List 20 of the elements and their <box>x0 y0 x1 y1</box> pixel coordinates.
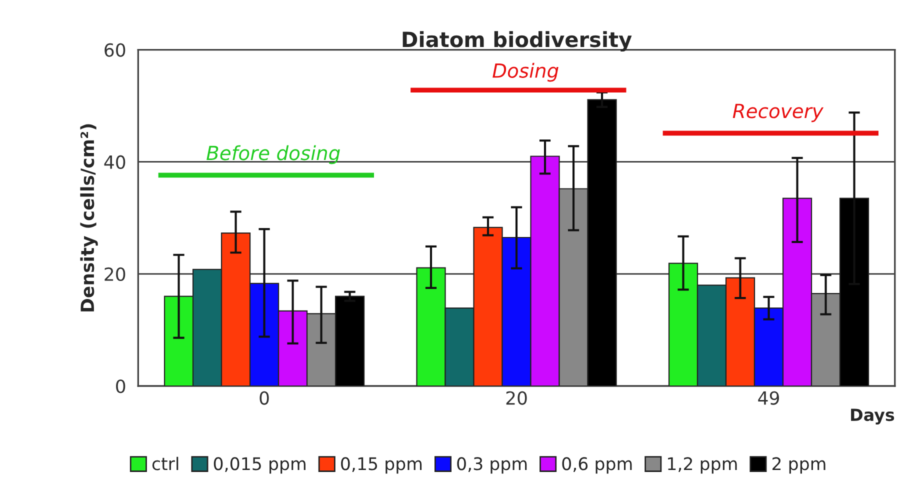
y-tick-label: 20 <box>104 267 126 282</box>
y-axis-title: Density (cells/cm²) <box>80 124 98 312</box>
chart-title: Diatom biodiversity <box>402 31 632 52</box>
legend-label: ctrl <box>152 456 178 470</box>
x-tick-label: 49 <box>758 391 779 405</box>
legend-label: 0,015 ppm <box>214 457 306 474</box>
annotation: Before dosing <box>206 145 340 164</box>
x-tick-label: 20 <box>506 391 527 405</box>
legend-label: 2 ppm <box>772 457 826 474</box>
legend-label: 0,3 ppm <box>457 457 527 474</box>
annotation: Dosing <box>492 62 558 82</box>
legend-label: 0,15 ppm <box>341 457 422 474</box>
y-tick-label: 0 <box>116 379 126 394</box>
x-axis-title: Days <box>851 408 894 424</box>
x-tick-label: 0 <box>260 391 269 405</box>
legend-label: 0,6 ppm <box>562 457 632 474</box>
y-tick-label: 40 <box>104 155 126 169</box>
y-tick-label: 60 <box>104 43 126 57</box>
legend-label: 1,2 ppm <box>668 457 737 474</box>
annotation: Recovery <box>732 104 824 122</box>
